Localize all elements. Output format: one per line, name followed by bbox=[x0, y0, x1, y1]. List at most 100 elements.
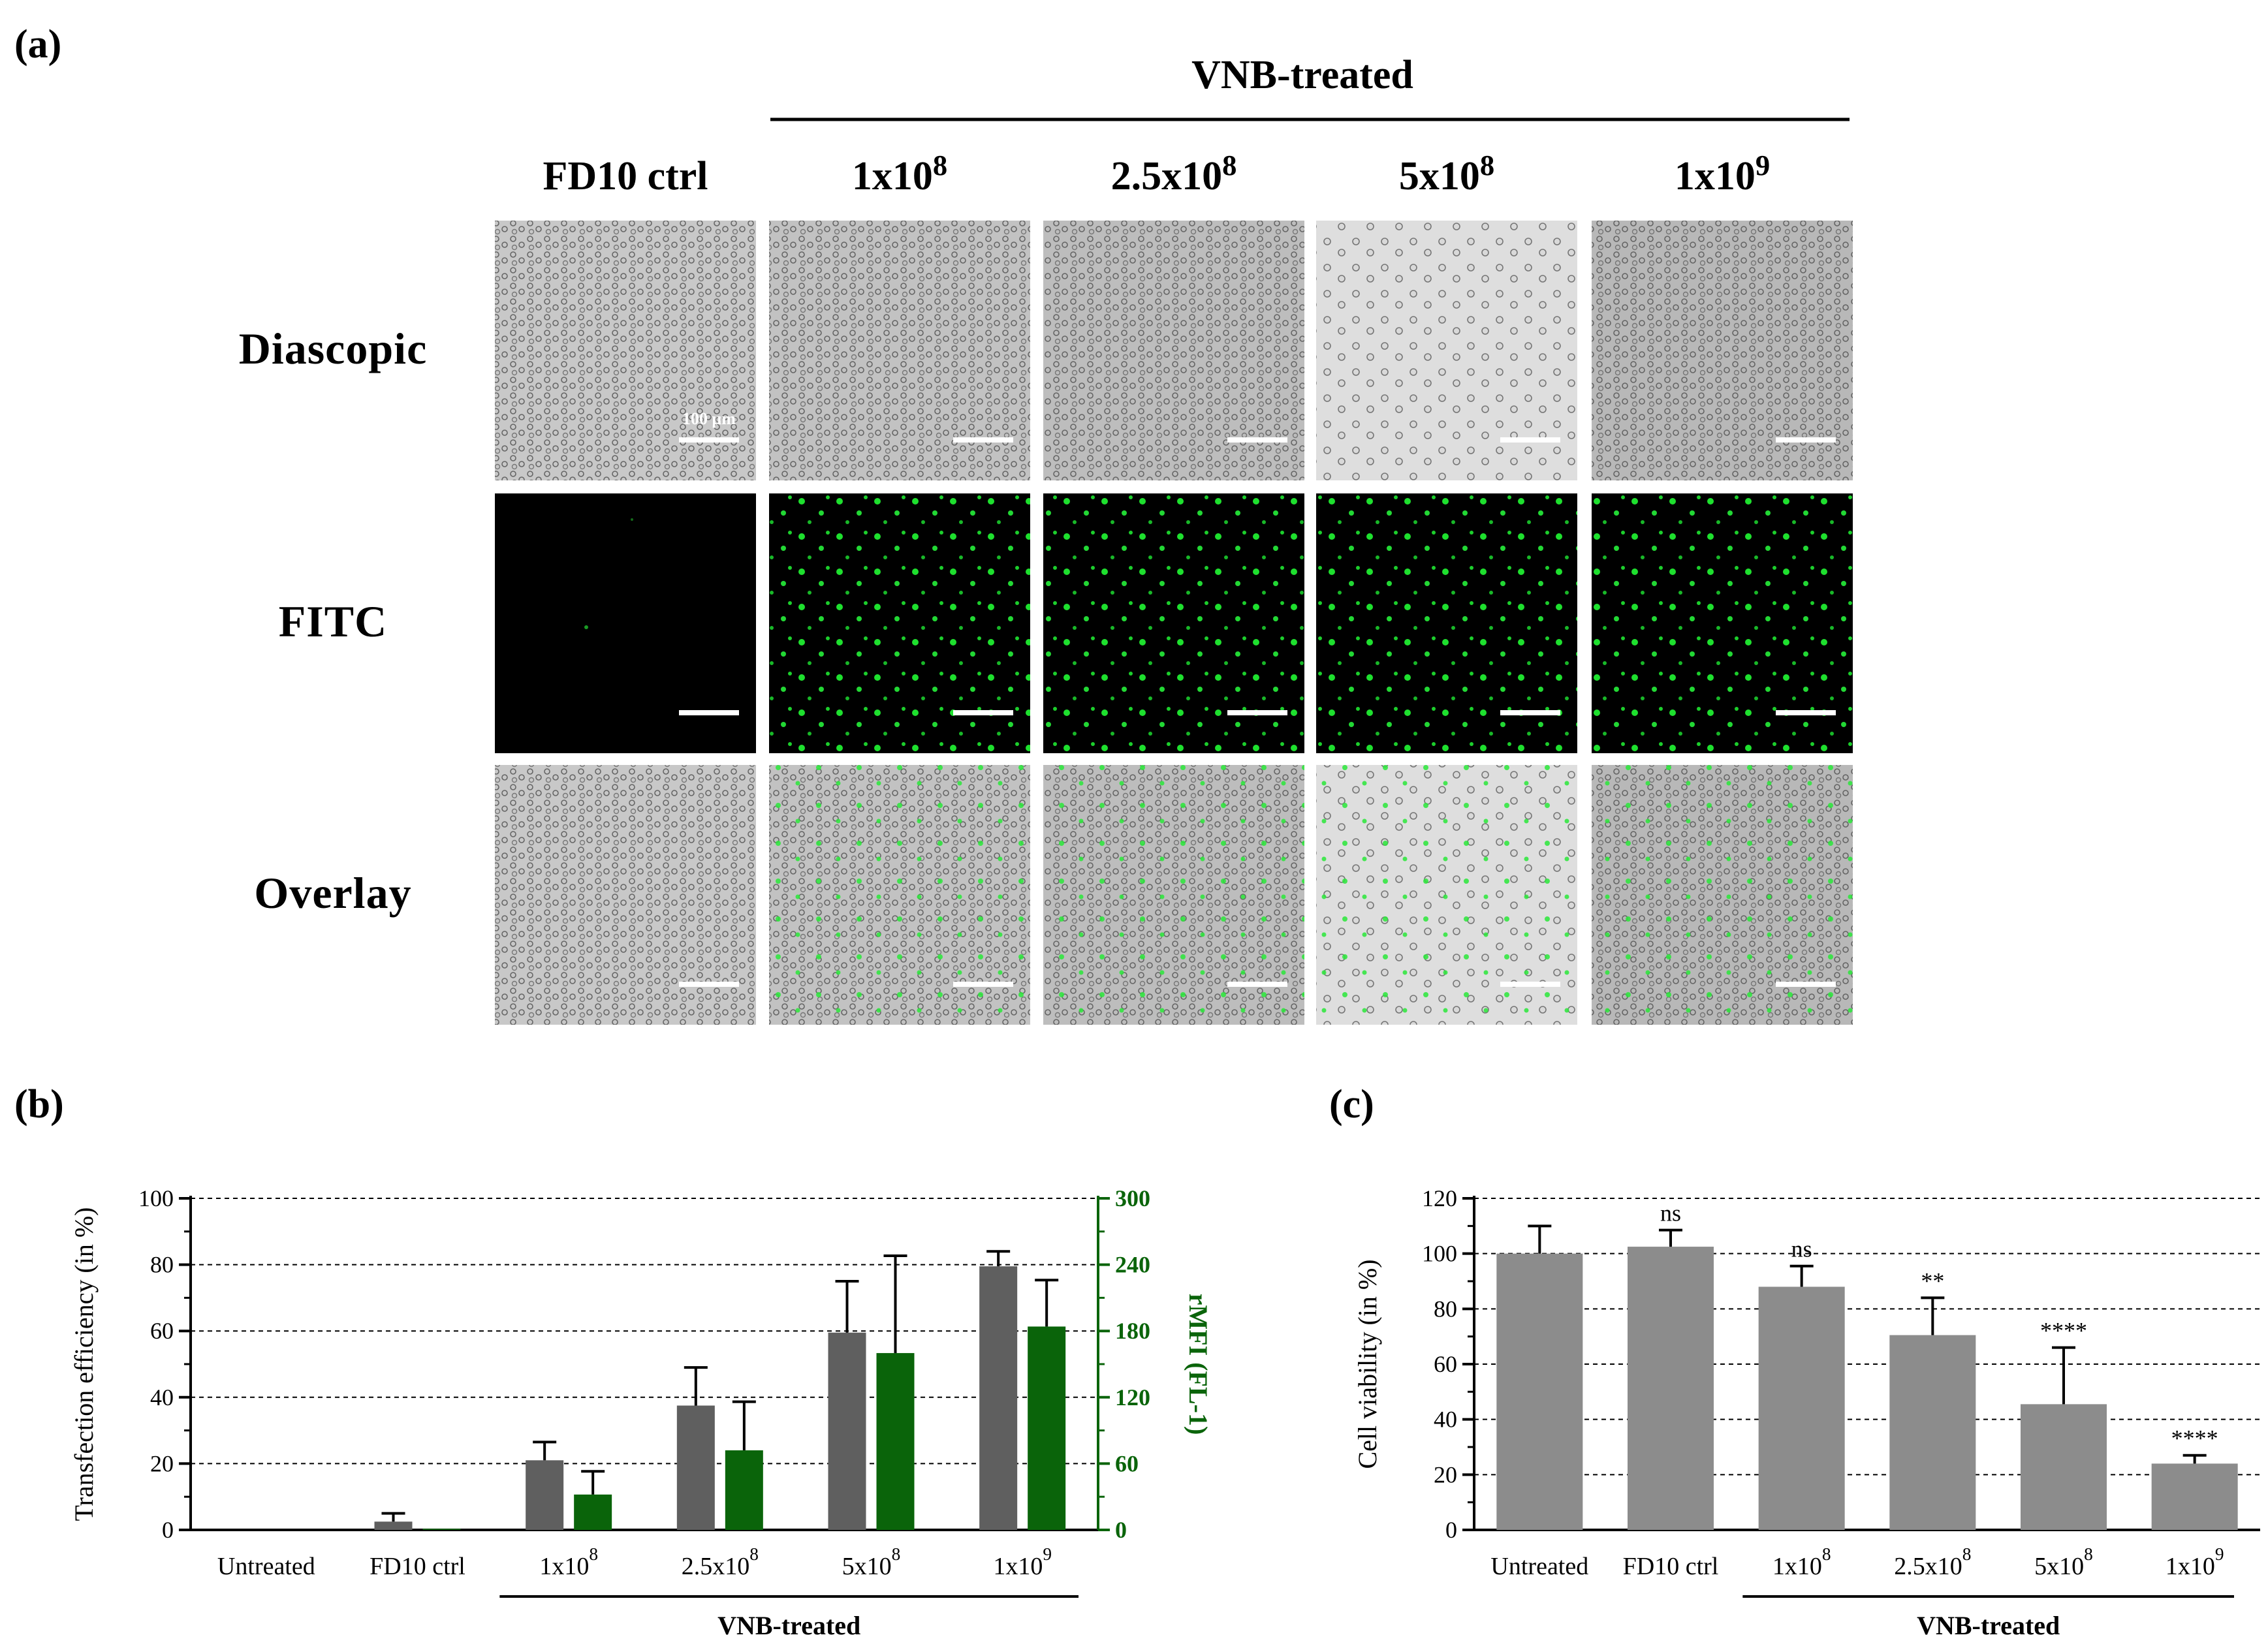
x-tick-label-5: 1x109 bbox=[2166, 1544, 2224, 1580]
row-header-fitc: FITC bbox=[279, 597, 387, 646]
x-tick-label-2: 1x108 bbox=[539, 1544, 598, 1580]
micrograph-background bbox=[495, 493, 756, 753]
x-tick-label-0: Untreated bbox=[217, 1553, 315, 1580]
scale-bar bbox=[1227, 437, 1287, 443]
bar-fd10-ctrl bbox=[422, 1529, 461, 1530]
micrograph-fitc-1 bbox=[769, 493, 1030, 753]
fitc-dots bbox=[1316, 493, 1577, 753]
y-tick-label-right: 300 bbox=[1115, 1185, 1150, 1211]
chart-viability: 0 20 40 60 80 100 120 Cell viability (in %) ns ns… bbox=[1353, 1185, 2260, 1640]
cell-texture bbox=[495, 221, 756, 480]
cell-texture bbox=[495, 765, 756, 1025]
y-tick-label-left: 0 bbox=[1445, 1517, 1457, 1543]
column-header-2: 2.5x108 bbox=[1111, 149, 1237, 198]
scale-bar bbox=[679, 437, 739, 443]
significance-label: **** bbox=[2171, 1425, 2218, 1452]
x-tick-label-3-exp: 8 bbox=[749, 1544, 759, 1564]
column-header-4: 1x109 bbox=[1675, 149, 1770, 198]
column-header-1-exp: 8 bbox=[933, 149, 947, 181]
x-tick-label-0-base: Untreated bbox=[217, 1553, 315, 1580]
x-tick-label-1-base: FD10 ctrl bbox=[1623, 1553, 1719, 1580]
column-header-2-base: 2.5x10 bbox=[1111, 154, 1223, 198]
scale-bar bbox=[679, 710, 739, 715]
scale-bar bbox=[953, 437, 1013, 443]
micrograph-overlay-4 bbox=[1592, 765, 1853, 1025]
micrograph-diascopic-1 bbox=[769, 221, 1030, 480]
fitc-dot bbox=[584, 625, 588, 629]
column-header-4-base: 1x10 bbox=[1675, 154, 1756, 198]
green-overlay-texture bbox=[769, 765, 1030, 1025]
y-tick-label-right: 120 bbox=[1115, 1384, 1150, 1410]
micrograph-diascopic-0: 100 μm bbox=[495, 221, 756, 480]
y-tick-label-left: 120 bbox=[1422, 1185, 1457, 1211]
bar-5x10-8 bbox=[876, 1353, 915, 1530]
column-header-3: 5x108 bbox=[1399, 149, 1494, 198]
y-tick-label-right: 240 bbox=[1115, 1252, 1150, 1278]
column-header-0: FD10 ctrl bbox=[543, 154, 708, 198]
scale-bar bbox=[1227, 710, 1287, 715]
panel-b: (b) 0 20 40 60 80 100 0 60 120 180 240 300 rMFI (FL-… bbox=[14, 1082, 1213, 1640]
bar-1x10-9 bbox=[979, 1266, 1018, 1530]
column-header-3-exp: 8 bbox=[1480, 149, 1494, 181]
column-header-2-exp: 8 bbox=[1222, 149, 1236, 181]
x-tick-label-5-base: 1x10 bbox=[993, 1553, 1043, 1580]
scale-bar bbox=[953, 710, 1013, 715]
panel-a: (a) VNB-treated FD10 ctrl 1x108 2.5x108 5x1… bbox=[14, 22, 1853, 1025]
x-tick-label-5: 1x109 bbox=[993, 1544, 1052, 1580]
x-tick-label-4-exp: 8 bbox=[2084, 1544, 2093, 1564]
scale-bar bbox=[1776, 710, 1836, 715]
x-tick-label-0-base: Untreated bbox=[1490, 1553, 1588, 1580]
group-label: VNB-treated bbox=[1917, 1611, 2060, 1640]
bar-1x10-9 bbox=[2151, 1463, 2238, 1530]
micrograph-diascopic-4 bbox=[1592, 221, 1853, 480]
scale-bar bbox=[953, 982, 1013, 987]
column-header-4-exp: 9 bbox=[1756, 149, 1770, 181]
significance-label: ** bbox=[1921, 1268, 1944, 1294]
x-tick-label-4-base: 5x10 bbox=[842, 1553, 892, 1580]
scale-bar bbox=[1776, 982, 1836, 987]
green-overlay-texture bbox=[1592, 765, 1853, 1025]
column-header-1: 1x108 bbox=[852, 149, 947, 198]
panel-b-letter: (b) bbox=[14, 1082, 64, 1127]
micrograph-fitc-0 bbox=[495, 493, 756, 753]
y-tick-label-left: 60 bbox=[1434, 1351, 1457, 1377]
micrograph-fitc-3 bbox=[1316, 493, 1577, 753]
x-tick-label-4: 5x108 bbox=[2034, 1544, 2093, 1580]
x-tick-label-3: 2.5x108 bbox=[1894, 1544, 1971, 1580]
row-headers: Diascopic FITC Overlay bbox=[239, 324, 427, 918]
bar-1x10-9 bbox=[1028, 1326, 1066, 1530]
x-tick-label-4-base: 5x10 bbox=[2034, 1553, 2084, 1580]
y-tick-label-left: 0 bbox=[162, 1517, 174, 1543]
chart-transfection: 0 20 40 60 80 100 0 60 120 180 240 300 rMFI (FL-1) Tr… bbox=[69, 1185, 1213, 1640]
bar-1x10-8 bbox=[1758, 1286, 1845, 1530]
significance-label: **** bbox=[2040, 1318, 2087, 1344]
fitc-dots bbox=[1592, 493, 1853, 753]
x-tick-label-5-base: 1x10 bbox=[2166, 1553, 2215, 1580]
significance-label: ns bbox=[1660, 1200, 1681, 1226]
bar-5x10-8 bbox=[2021, 1404, 2107, 1530]
significance-label: ns bbox=[1791, 1236, 1812, 1262]
column-headers: FD10 ctrl 1x108 2.5x108 5x108 1x109 bbox=[543, 149, 1770, 198]
y-axis-title-left: Transfection efficiency (in %) bbox=[69, 1207, 99, 1521]
x-tick-label-3: 2.5x108 bbox=[682, 1544, 759, 1580]
y-tick-label-right: 0 bbox=[1115, 1517, 1127, 1543]
x-tick-label-1-base: FD10 ctrl bbox=[370, 1553, 465, 1580]
fitc-dots bbox=[1043, 493, 1304, 753]
micrograph-fitc-4 bbox=[1592, 493, 1853, 753]
x-tick-label-2-exp: 8 bbox=[589, 1544, 598, 1564]
scale-bar bbox=[1500, 710, 1560, 715]
micrograph-overlay-3 bbox=[1316, 765, 1577, 1025]
y-axis-title-left: Cell viability (in %) bbox=[1353, 1259, 1382, 1469]
micrograph-overlay-0 bbox=[495, 765, 756, 1025]
scale-bar bbox=[679, 982, 739, 987]
y-tick-label-left: 40 bbox=[1434, 1407, 1457, 1433]
micrograph-diascopic-3 bbox=[1316, 221, 1577, 480]
x-tick-label-3-exp: 8 bbox=[1962, 1544, 1972, 1564]
x-tick-label-4: 5x108 bbox=[842, 1544, 901, 1580]
micrograph-overlay-2 bbox=[1043, 765, 1304, 1025]
bar-untreated bbox=[1496, 1253, 1583, 1530]
micrograph-overlay-1 bbox=[769, 765, 1030, 1025]
x-tick-label-4-exp: 8 bbox=[892, 1544, 901, 1564]
y-tick-label-right: 60 bbox=[1115, 1450, 1139, 1476]
